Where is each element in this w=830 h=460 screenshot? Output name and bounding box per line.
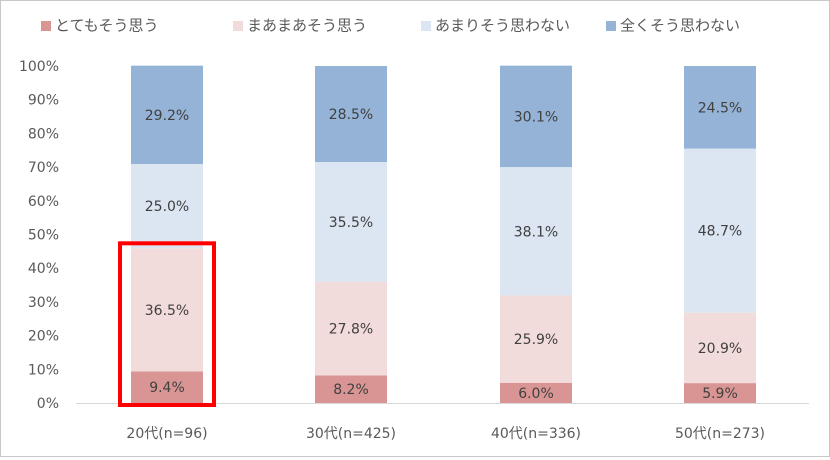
- data-label: 48.7%: [698, 224, 742, 240]
- legend-item: 全くそう思わない: [606, 17, 740, 35]
- data-label: 25.9%: [514, 332, 558, 348]
- legend-label: あまりそう思わない: [435, 17, 570, 35]
- data-label: 9.4%: [149, 380, 185, 396]
- y-tick-label: 70%: [28, 160, 59, 176]
- legend-swatch: [41, 21, 51, 31]
- data-label: 5.9%: [702, 386, 738, 402]
- highlight-box: [118, 241, 216, 407]
- legend-swatch: [606, 21, 616, 31]
- data-label: 29.2%: [145, 108, 189, 124]
- legend-swatch: [233, 21, 243, 31]
- data-label: 20.9%: [698, 341, 742, 357]
- y-tick-label: 90%: [28, 93, 59, 109]
- data-label: 35.5%: [329, 215, 373, 231]
- y-tick-label: 80%: [28, 126, 59, 142]
- bar-segment: [684, 312, 756, 384]
- bar-segment: [684, 66, 756, 149]
- x-tick-label: 40代(n=336): [491, 426, 581, 442]
- data-label: 28.5%: [329, 107, 373, 123]
- x-tick-label: 30代(n=425): [306, 426, 396, 442]
- x-tick-label: 50代(n=273): [675, 426, 765, 442]
- y-tick-label: 10%: [28, 362, 59, 378]
- data-label: 38.1%: [514, 224, 558, 240]
- data-label: 25.0%: [145, 199, 189, 215]
- data-label: 6.0%: [518, 386, 554, 402]
- y-tick-label: 0%: [37, 396, 59, 412]
- legend-item: とてもそう思う: [41, 17, 159, 35]
- legend-label: 全くそう思わない: [620, 17, 740, 35]
- x-tick-label: 20代(n=96): [126, 426, 207, 442]
- bar-segment: [500, 295, 572, 383]
- bar-segment: [500, 65, 572, 168]
- data-label: 30.1%: [514, 109, 558, 125]
- data-label: 36.5%: [145, 303, 189, 319]
- y-tick-label: 40%: [28, 261, 59, 277]
- bar-segment: [131, 164, 203, 249]
- bar-segment: [315, 281, 387, 376]
- bar-segment: [315, 162, 387, 282]
- bar-segment: [500, 167, 572, 296]
- y-tick-label: 100%: [19, 59, 59, 75]
- y-tick-label: 50%: [28, 228, 59, 244]
- data-label: 27.8%: [329, 322, 373, 338]
- bar-segment: [315, 66, 387, 163]
- y-tick-label: 20%: [28, 329, 59, 345]
- legend-item: あまりそう思わない: [421, 17, 570, 35]
- legend-label: まあまあそう思う: [247, 17, 367, 35]
- y-tick-label: 30%: [28, 295, 59, 311]
- legend-item: まあまあそう思う: [233, 17, 367, 35]
- bar-segment: [684, 148, 756, 313]
- bar-segment: [500, 382, 572, 403]
- bar-segment: [684, 383, 756, 403]
- data-label: 8.2%: [333, 382, 369, 398]
- y-tick-label: 60%: [28, 194, 59, 210]
- data-label: 24.5%: [698, 100, 742, 116]
- legend-label: とてもそう思う: [55, 17, 159, 35]
- bar-segment: [131, 65, 203, 165]
- legend-swatch: [421, 21, 431, 31]
- bar-segment: [131, 371, 203, 403]
- bar-segment: [315, 375, 387, 403]
- bar-segment: [131, 248, 203, 372]
